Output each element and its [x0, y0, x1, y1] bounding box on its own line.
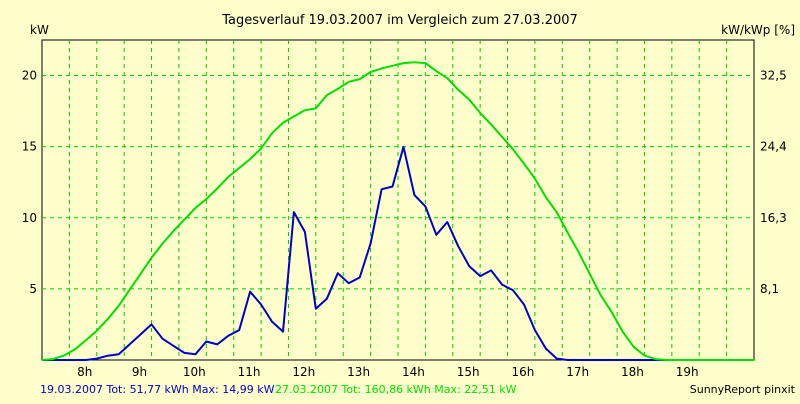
y-tick-label-left: 20	[22, 69, 37, 83]
x-tick-label: 8h	[77, 365, 92, 379]
y-tick-label-right: 8,1	[760, 282, 779, 296]
y-axis-right-label: kW/kWp [%]	[721, 23, 795, 37]
y-tick-label-right: 32,5	[760, 69, 787, 83]
y-tick-label-right: 16,3	[760, 211, 787, 225]
series-line-0	[42, 145, 754, 361]
series-line-1	[41, 61, 754, 361]
grid-layer	[42, 40, 754, 360]
y-tick-label-right: 24,4	[760, 140, 787, 154]
x-tick-label: 10h	[183, 365, 206, 379]
y-tick-label-left: 15	[22, 140, 37, 154]
ticks-layer: 8h 9h 10h 11h 12h 13h 14h 15h 16h 17h 18h 19h 5 8,1 10…	[22, 69, 787, 379]
y-tick-label-left: 5	[29, 282, 37, 296]
x-tick-label: 12h	[292, 365, 315, 379]
x-tick-label: 18h	[621, 365, 644, 379]
chart-title: Tagesverlauf 19.03.2007 im Vergleich zum…	[221, 13, 578, 28]
footer-credit: SunnyReport pinxit	[690, 383, 796, 396]
legend-entry-1: 27.03.2007 Tot: 160,86 kWh Max: 22,51 kW	[275, 383, 517, 396]
legend-entry-0: 19.03.2007 Tot: 51,77 kWh Max: 14,99 kW	[40, 383, 275, 396]
series-layer	[41, 61, 754, 361]
x-tick-label: 15h	[457, 365, 480, 379]
y-tick-label-left: 10	[22, 211, 37, 225]
x-tick-label: 19h	[676, 365, 699, 379]
x-tick-label: 9h	[132, 365, 147, 379]
x-tick-label: 11h	[238, 365, 261, 379]
x-tick-label: 13h	[347, 365, 370, 379]
x-tick-label: 16h	[511, 365, 534, 379]
x-tick-label: 17h	[566, 365, 589, 379]
x-tick-label: 14h	[402, 365, 425, 379]
y-axis-left-label: kW	[30, 23, 49, 37]
